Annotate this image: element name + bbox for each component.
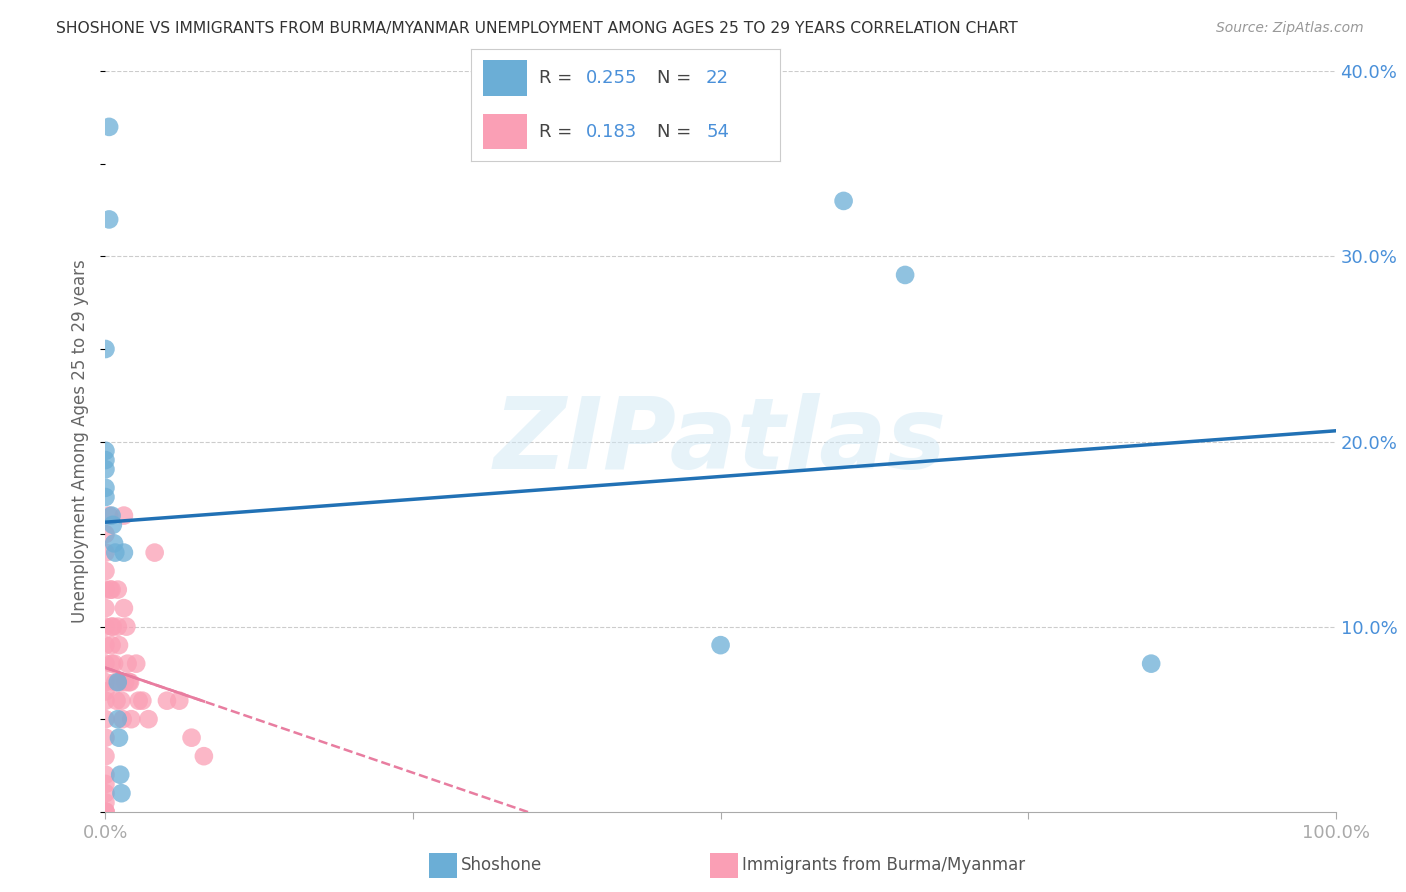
Point bbox=[100, 638, 122, 652]
Point bbox=[120, 712, 142, 726]
Point bbox=[94, 481, 117, 495]
Point bbox=[107, 619, 129, 633]
Point bbox=[94, 601, 117, 615]
Point bbox=[94, 796, 117, 810]
Text: R =: R = bbox=[538, 122, 583, 141]
Point bbox=[94, 527, 117, 541]
FancyBboxPatch shape bbox=[484, 61, 527, 96]
Point bbox=[101, 619, 124, 633]
Point bbox=[94, 749, 117, 764]
Point bbox=[94, 767, 117, 781]
Point bbox=[138, 712, 160, 726]
Point bbox=[100, 582, 122, 597]
Point bbox=[1140, 657, 1163, 671]
Point bbox=[832, 194, 855, 208]
Point bbox=[98, 582, 122, 597]
Point bbox=[94, 545, 117, 560]
Text: SHOSHONE VS IMMIGRANTS FROM BURMA/MYANMAR UNEMPLOYMENT AMONG AGES 25 TO 29 YEARS: SHOSHONE VS IMMIGRANTS FROM BURMA/MYANMA… bbox=[56, 21, 1018, 37]
Point bbox=[169, 694, 191, 708]
FancyBboxPatch shape bbox=[710, 853, 738, 878]
Point bbox=[108, 731, 131, 745]
Point bbox=[143, 545, 166, 560]
Point bbox=[112, 508, 135, 523]
Point bbox=[94, 453, 117, 467]
Point bbox=[94, 805, 117, 819]
Point bbox=[118, 675, 141, 690]
Point bbox=[94, 712, 117, 726]
Point bbox=[94, 777, 117, 791]
Point bbox=[94, 462, 117, 476]
Point bbox=[107, 675, 129, 690]
Point bbox=[98, 120, 121, 134]
Point bbox=[710, 638, 733, 652]
Text: Shoshone: Shoshone bbox=[461, 856, 543, 874]
FancyBboxPatch shape bbox=[429, 853, 457, 878]
Point bbox=[94, 694, 117, 708]
Point bbox=[98, 508, 121, 523]
Point bbox=[180, 731, 202, 745]
Point bbox=[94, 675, 117, 690]
Text: 0.183: 0.183 bbox=[585, 122, 637, 141]
Point bbox=[111, 712, 134, 726]
Point bbox=[100, 657, 122, 671]
Point bbox=[103, 657, 125, 671]
Point bbox=[193, 749, 215, 764]
Text: 54: 54 bbox=[706, 122, 730, 141]
Point bbox=[94, 805, 117, 819]
Point bbox=[110, 786, 132, 800]
Point bbox=[108, 638, 131, 652]
Point bbox=[110, 767, 132, 781]
Text: 0.255: 0.255 bbox=[585, 69, 637, 87]
Point bbox=[107, 582, 129, 597]
Point bbox=[117, 657, 139, 671]
Point bbox=[112, 601, 135, 615]
Point bbox=[94, 490, 117, 504]
Y-axis label: Unemployment Among Ages 25 to 29 years: Unemployment Among Ages 25 to 29 years bbox=[72, 260, 90, 624]
Point bbox=[125, 657, 148, 671]
Point bbox=[120, 675, 141, 690]
Point bbox=[114, 675, 136, 690]
Text: Source: ZipAtlas.com: Source: ZipAtlas.com bbox=[1216, 21, 1364, 36]
Point bbox=[94, 786, 117, 800]
Point bbox=[94, 582, 117, 597]
Point bbox=[103, 536, 125, 550]
Point bbox=[105, 694, 128, 708]
Point bbox=[101, 517, 124, 532]
Point bbox=[94, 342, 117, 356]
Point bbox=[110, 675, 132, 690]
Point bbox=[104, 675, 127, 690]
Point bbox=[94, 684, 117, 698]
Point bbox=[94, 657, 117, 671]
Text: 22: 22 bbox=[706, 69, 730, 87]
Point bbox=[104, 545, 127, 560]
FancyBboxPatch shape bbox=[484, 114, 527, 150]
Point bbox=[894, 268, 917, 282]
Point bbox=[100, 508, 122, 523]
Point bbox=[94, 805, 117, 819]
Point bbox=[131, 694, 153, 708]
Point bbox=[100, 619, 122, 633]
Point bbox=[94, 619, 117, 633]
Text: N =: N = bbox=[657, 69, 696, 87]
Text: ZIPatlas: ZIPatlas bbox=[494, 393, 948, 490]
Point bbox=[94, 564, 117, 578]
Point bbox=[107, 712, 129, 726]
Point bbox=[128, 694, 150, 708]
Point bbox=[98, 212, 121, 227]
Text: Immigrants from Burma/Myanmar: Immigrants from Burma/Myanmar bbox=[742, 856, 1025, 874]
Point bbox=[94, 731, 117, 745]
Point bbox=[115, 619, 138, 633]
Text: R =: R = bbox=[538, 69, 578, 87]
Point bbox=[110, 694, 132, 708]
Text: N =: N = bbox=[657, 122, 696, 141]
Point bbox=[94, 443, 117, 458]
Point bbox=[156, 694, 179, 708]
Point bbox=[94, 638, 117, 652]
Point bbox=[112, 545, 135, 560]
